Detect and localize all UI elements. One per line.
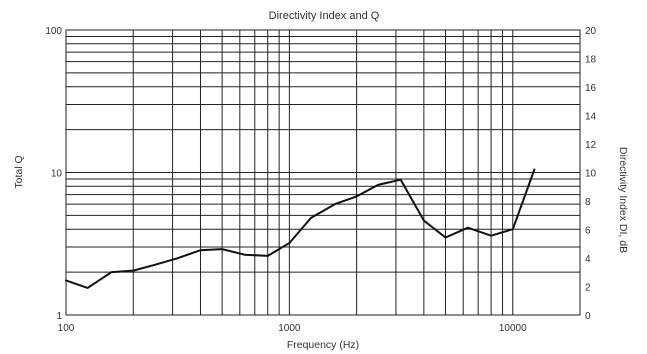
y-axis-right-label: Directivity Index DI, dB — [617, 147, 629, 253]
y-right-tick-label: 8 — [585, 197, 591, 208]
q-series-line — [65, 168, 536, 289]
y-right-tick-label: 0 — [585, 311, 591, 322]
y-right-tick-label: 16 — [585, 83, 597, 94]
left-tick-labels: 1 10 100 — [45, 26, 62, 322]
chart-title: Directivity Index and Q — [269, 10, 380, 22]
plot-frame — [65, 29, 581, 316]
y-right-tick-label: 2 — [585, 283, 591, 294]
y-right-tick-label: 14 — [585, 112, 597, 123]
x-tick-label: 10000 — [499, 323, 527, 334]
right-tick-labels: 0 2 4 6 8 10 12 14 16 18 20 — [585, 26, 597, 322]
y-right-tick-label: 4 — [585, 254, 591, 265]
x-tick-labels: 100 1000 10000 — [58, 323, 527, 334]
horizontal-grid — [66, 36, 580, 273]
y-right-tick-label: 20 — [585, 26, 597, 37]
y-right-tick-label: 18 — [585, 55, 597, 66]
y-left-tick-label: 10 — [51, 169, 63, 180]
y-right-tick-label: 6 — [585, 226, 591, 237]
x-tick-label: 1000 — [278, 323, 301, 334]
y-left-tick-label: 100 — [45, 26, 62, 37]
x-tick-label: 100 — [58, 323, 75, 334]
y-right-tick-label: 10 — [585, 169, 597, 180]
y-right-tick-label: 12 — [585, 140, 597, 151]
x-axis-label: Frequency (Hz) — [287, 339, 359, 351]
y-axis-left-label: Total Q — [13, 155, 25, 188]
y-left-tick-label: 1 — [56, 311, 62, 322]
